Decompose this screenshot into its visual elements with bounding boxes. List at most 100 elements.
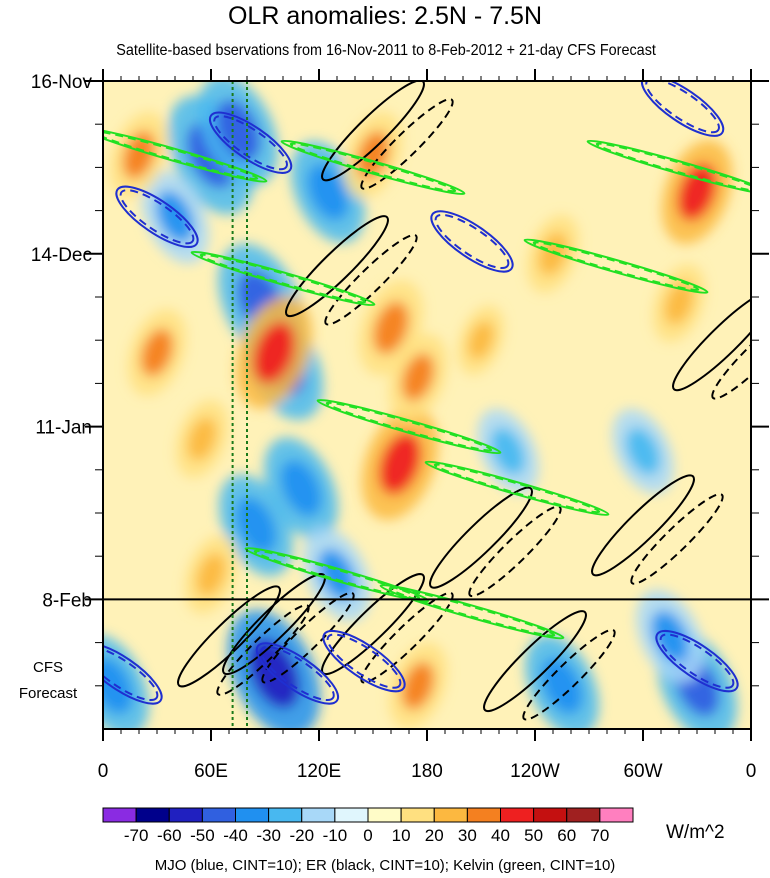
mjo-contour-pair-6 <box>659 633 735 689</box>
forecast-label-line2: Forecast <box>19 685 78 702</box>
plot-area <box>103 81 751 729</box>
mjo-contour-0 <box>115 185 199 248</box>
colorbar-label-12: 50 <box>524 826 543 845</box>
colorbar-swatch-8 <box>367 807 402 823</box>
mjo-contour-6 <box>655 629 739 693</box>
colorbar-label-2: -50 <box>190 826 215 845</box>
kelvin-contour-pair-1 <box>199 253 367 304</box>
anomaly-core-17 <box>378 432 422 495</box>
colorbar-label-11: 40 <box>491 826 510 845</box>
kelvin-contour-pair-2 <box>289 142 457 193</box>
mjo-contour-4 <box>430 210 514 273</box>
mjo-contour-pair-7 <box>103 645 159 702</box>
x-tick-label-3: 180 <box>411 761 443 782</box>
marker-lines <box>231 81 248 729</box>
mjo-contour-pair-2 <box>260 645 335 702</box>
anomaly-core-18 <box>373 301 409 355</box>
anomaly-core-10 <box>541 657 583 714</box>
colorbar-label-3: -40 <box>223 826 248 845</box>
kelvin-contour-8 <box>379 584 565 640</box>
kelvin-contour-pair-7 <box>253 549 421 600</box>
anomaly-core-21 <box>140 328 174 377</box>
mjo-contour-pair-0 <box>119 189 195 245</box>
x-tick-label-0: 0 <box>98 761 109 782</box>
anomaly-core-6 <box>318 549 356 601</box>
colorbar-label-0: -70 <box>124 826 149 845</box>
colorbar-swatch-7 <box>334 807 369 823</box>
er-contour-pair-0 <box>216 604 310 696</box>
chart-title: OLR anomalies: 2.5N - 7.5N <box>227 2 543 30</box>
forecast-label-line1: CFS <box>33 659 63 676</box>
colorbar-label-4: -30 <box>256 826 281 845</box>
colorbar-label-5: -20 <box>289 826 314 845</box>
mjo-contour-2 <box>255 642 340 705</box>
colorbar: -70 -60 -50 -40 -30 -20 -10 0 10 20 30 40 50 60 70 W/m^… <box>102 807 725 845</box>
er-contour-4 <box>591 474 695 577</box>
colorbar-label-1: -60 <box>157 826 182 845</box>
er-contour-pair-6 <box>324 233 418 326</box>
er-contour-pair-3 <box>522 628 616 721</box>
kelvin-contours <box>103 127 751 640</box>
anomaly-core-9 <box>235 497 277 554</box>
anomaly-core-22 <box>196 553 226 597</box>
colorbar-swatch-5 <box>268 807 303 823</box>
anomaly-core-26 <box>664 281 694 325</box>
x-tick-label-4: 120W <box>510 761 560 782</box>
forecast-label: CFS Forecast <box>19 659 78 702</box>
colorbar-swatch-3 <box>201 807 236 823</box>
kelvin-contour-5 <box>523 238 709 294</box>
y-tick-label-2: 11-Jan <box>35 418 92 439</box>
x-tick-label-6: 0 <box>746 761 757 782</box>
colorbar-swatch-10 <box>433 807 468 823</box>
colorbar-swatch-11 <box>466 807 501 823</box>
mjo-contour-pair-3 <box>326 633 402 689</box>
kelvin-contour-pair-3 <box>325 401 493 452</box>
colorbar-label-14: 70 <box>590 826 609 845</box>
mjo-contour-7 <box>103 642 163 705</box>
colorbar-swatch-13 <box>533 807 568 823</box>
er-contour-6 <box>285 215 389 318</box>
mjo-contour-pair-4 <box>434 213 510 270</box>
olr-anomaly-field <box>103 81 738 729</box>
anomaly-core-29 <box>187 417 217 461</box>
anomaly-core-14 <box>626 428 660 475</box>
colorbar-unit: W/m^2 <box>666 822 725 843</box>
mjo-contour-pair-1 <box>213 115 288 171</box>
chart-footnote: MJO (blue, CINT=10); ER (black, CINT=10)… <box>154 857 616 874</box>
kelvin-contour-6 <box>586 139 751 196</box>
er-contour-pair-8 <box>468 505 562 598</box>
er-contour-0 <box>177 585 281 688</box>
colorbar-swatch-0 <box>102 807 137 823</box>
kelvin-contour-7 <box>244 547 430 603</box>
kelvin-contour-3 <box>316 398 502 455</box>
er-contour-pair-2 <box>360 591 454 684</box>
anomaly-core-24 <box>401 662 435 710</box>
anomaly-core-5 <box>280 460 322 517</box>
er-contour-pair-7 <box>360 98 454 190</box>
er-contour-pair-4 <box>630 493 724 585</box>
colorbar-label-10: 30 <box>458 826 477 845</box>
kelvin-contour-1 <box>190 250 376 307</box>
colorbar-swatch-6 <box>301 807 336 823</box>
er-contour-5 <box>672 289 751 392</box>
kelvin-contour-0 <box>103 127 268 183</box>
kelvin-contour-2 <box>280 139 466 196</box>
y-tick-label-1: 14-Dec <box>31 245 92 266</box>
mjo-contour-1 <box>208 111 293 174</box>
anomaly-core-7 <box>248 638 300 709</box>
colorbar-label-9: 20 <box>425 826 444 845</box>
kelvin-contour-4 <box>424 460 610 516</box>
colorbar-swatch-15 <box>599 807 634 823</box>
er-contour-3 <box>483 610 587 713</box>
mjo-contours <box>103 81 739 705</box>
kelvin-contour-pair-5 <box>532 241 700 292</box>
x-tick-label-1: 60E <box>194 761 228 782</box>
colorbar-swatch-4 <box>235 807 270 823</box>
colorbar-swatch-2 <box>168 807 203 823</box>
er-contour-8 <box>429 486 533 589</box>
anomaly-core-27 <box>677 163 717 221</box>
colorbar-swatch-9 <box>400 807 435 823</box>
anomaly-core-16 <box>252 321 296 384</box>
colorbar-swatch-12 <box>500 807 535 823</box>
y-tick-label-3: 8-Feb <box>42 590 92 611</box>
